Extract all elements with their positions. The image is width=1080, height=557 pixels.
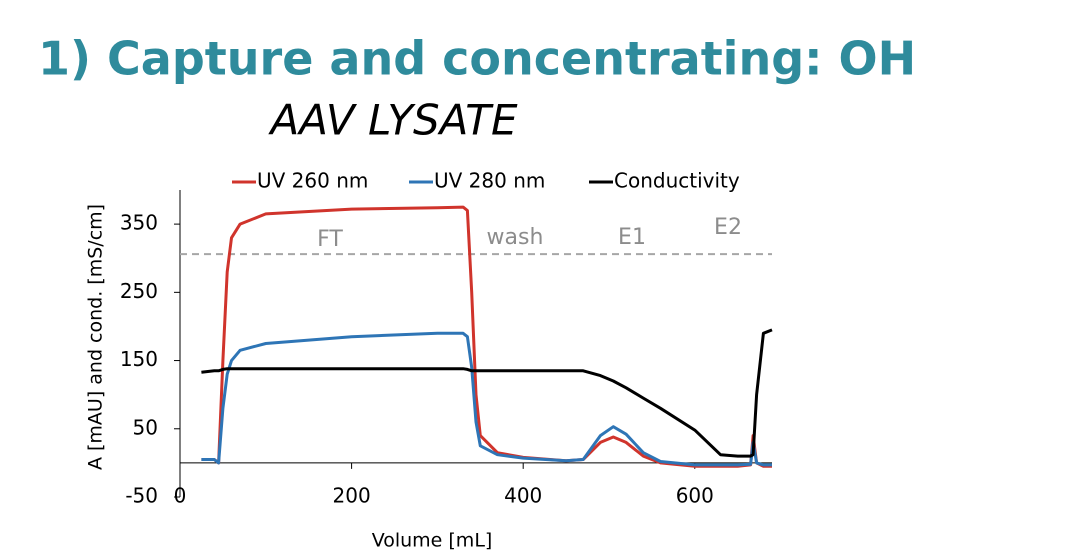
y-tick-label: -50 xyxy=(125,484,158,508)
region-label: FT xyxy=(317,227,343,252)
x-tick-label: 0 xyxy=(174,484,187,508)
series-line xyxy=(201,328,773,458)
region-label: E1 xyxy=(618,225,646,250)
legend-label: UV 280 nm xyxy=(434,169,545,193)
y-tick-label: 50 xyxy=(133,415,158,439)
legend-label: Conductivity xyxy=(614,169,740,193)
y-tick-label: 350 xyxy=(120,211,158,235)
x-axis-title: Volume [mL] xyxy=(372,530,493,552)
x-tick-label: 200 xyxy=(333,484,371,508)
region-label: E2 xyxy=(714,215,742,240)
series-line xyxy=(201,331,772,467)
legend-label: UV 260 nm xyxy=(257,169,368,193)
y-axis-title: A [mAU] and cond. [mS/cm] xyxy=(85,204,107,470)
x-tick-label: 600 xyxy=(676,484,714,508)
y-tick-label: 150 xyxy=(120,347,158,371)
x-tick-label: 400 xyxy=(504,484,542,508)
chart-subtitle: AAV LYSATE xyxy=(267,96,517,145)
slide-title: 1) Capture and concentrating: OH xyxy=(38,32,916,86)
y-tick-label: 250 xyxy=(120,279,158,303)
region-label: wash xyxy=(487,225,544,250)
